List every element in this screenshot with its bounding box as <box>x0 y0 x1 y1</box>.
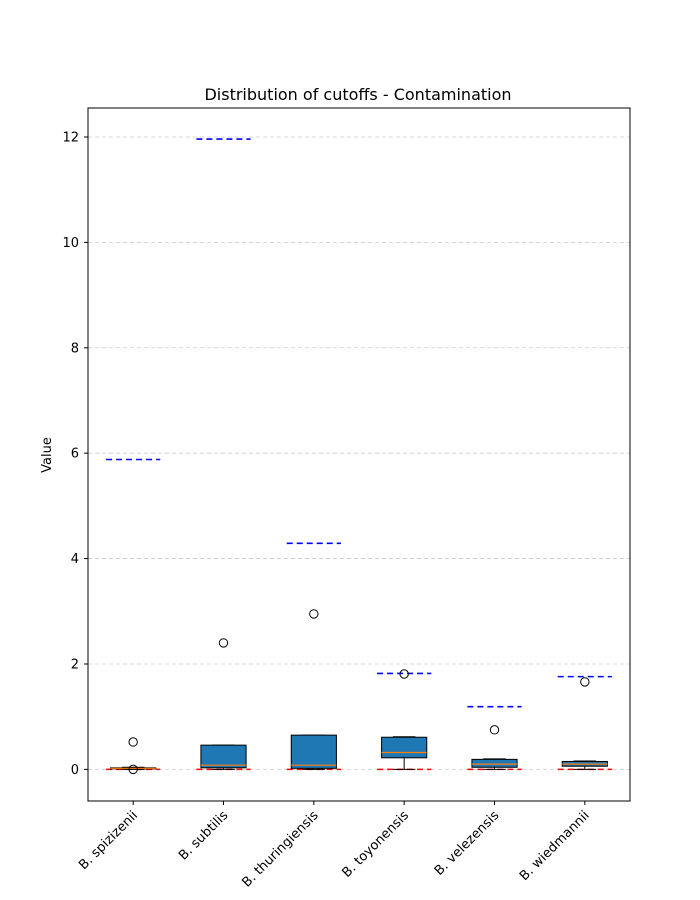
outlier-point <box>580 677 590 687</box>
box-2 <box>200 638 247 770</box>
y-tick-label: 10 <box>62 236 79 251</box>
x-tick-label: B. toyonensis <box>340 808 413 881</box>
y-tick-label: 4 <box>71 552 79 567</box>
chart-title: Distribution of cutoffs - Contamination <box>204 85 511 104</box>
y-axis-label: Value <box>40 437 55 473</box>
y-tick-label: 8 <box>71 341 79 356</box>
x-tick-label: B. spizizenii <box>76 808 141 873</box>
boxes-group <box>110 609 608 775</box>
y-tick-label: 6 <box>71 447 79 462</box>
x-tick-label: B. subtilis <box>176 808 231 863</box>
box-body <box>290 734 337 769</box>
box-body <box>381 736 428 759</box>
y-axis-ticks: 0 2 4 6 8 10 12 <box>62 130 88 778</box>
y-tick-label: 0 <box>71 763 79 778</box>
cutoff-lines <box>106 138 612 771</box>
box-4 <box>381 669 428 770</box>
outlier-point <box>399 669 409 679</box>
x-tick-label: B. wiedmannii <box>517 808 593 884</box>
y-tick-label: 2 <box>71 657 79 672</box>
box-1 <box>110 737 157 775</box>
box-5 <box>471 725 518 770</box>
outlier-point <box>309 609 319 619</box>
grid-lines <box>88 136 630 770</box>
plot-frame <box>87 107 631 802</box>
box-3 <box>290 609 337 770</box>
y-tick-label: 12 <box>62 130 79 145</box>
x-axis-ticks: B. spizizenii B. subtilis B. thuringiensis… <box>76 801 593 890</box>
x-tick-label: B. velezensis <box>432 808 503 879</box>
box-body <box>200 744 247 769</box>
outlier-point <box>489 725 500 735</box>
x-tick-label: B. thuringiensis <box>239 808 321 890</box>
box-6 <box>561 677 608 770</box>
outlier-point <box>218 638 229 648</box>
outlier-point <box>128 737 138 747</box>
outlier-point <box>128 764 138 775</box>
box-body <box>471 758 518 768</box>
